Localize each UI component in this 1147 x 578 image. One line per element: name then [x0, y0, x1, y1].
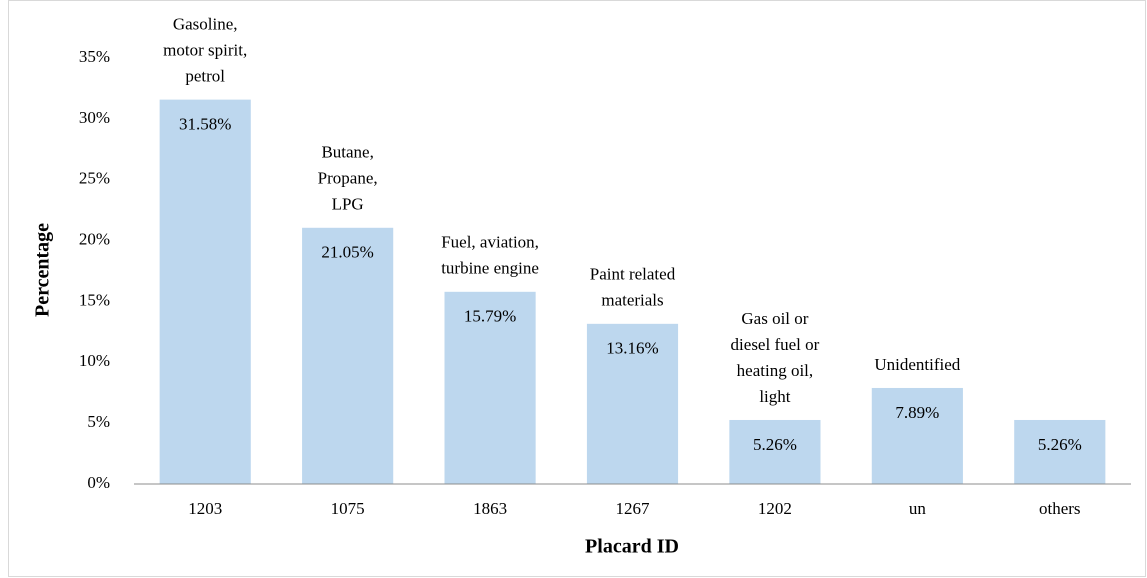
bar-annotation: Propane,	[318, 169, 378, 188]
bar-annotation: turbine engine	[441, 259, 539, 278]
x-tick-label: others	[1039, 499, 1081, 518]
y-axis-title: Percentage	[32, 223, 54, 317]
bar	[444, 291, 536, 484]
bar-annotation: heating oil,	[737, 361, 813, 380]
y-tick-label: 35%	[79, 47, 110, 66]
x-tick-label: 1202	[758, 499, 792, 518]
data-label: 7.89%	[895, 403, 939, 422]
bar-annotation: Butane,	[321, 143, 373, 162]
x-axis-title: Placard ID	[585, 536, 679, 558]
bar	[1014, 419, 1106, 484]
bar-annotation: Paint related	[590, 265, 676, 284]
x-tick-label: 1267	[616, 499, 651, 518]
x-tick-label: 1075	[331, 499, 365, 518]
bar-annotation: Gas oil or	[741, 309, 808, 328]
y-tick-label: 20%	[79, 229, 110, 248]
bar-annotation: motor spirit,	[163, 41, 247, 60]
y-tick-label: 5%	[87, 412, 110, 431]
data-label: 21.05%	[321, 243, 373, 262]
bar-annotation: Unidentified	[874, 355, 960, 374]
data-label: 13.16%	[606, 339, 658, 358]
bar-annotation: materials	[601, 291, 663, 310]
bar-annotation: Fuel, aviation,	[441, 233, 539, 252]
bar-annotation: Gasoline,	[173, 15, 238, 34]
x-tick-label: 1203	[188, 499, 222, 518]
data-label: 5.26%	[753, 435, 797, 454]
y-tick-label: 0%	[87, 473, 110, 492]
y-tick-label: 15%	[79, 290, 110, 309]
bar	[302, 227, 394, 484]
x-tick-label: 1863	[473, 499, 507, 518]
bar-annotation: diesel fuel or	[731, 335, 820, 354]
y-tick-label: 10%	[79, 351, 110, 370]
bar	[871, 387, 963, 484]
data-label: 31.58%	[179, 115, 231, 134]
y-tick-label: 30%	[79, 108, 110, 127]
bar-annotation: petrol	[185, 67, 225, 86]
x-tick-label: un	[909, 499, 927, 518]
y-tick-label: 25%	[79, 169, 110, 188]
bar-annotation: LPG	[332, 195, 364, 214]
bar	[159, 99, 251, 485]
bar	[586, 323, 679, 484]
bar-annotation: light	[759, 387, 790, 406]
data-label: 5.26%	[1038, 435, 1082, 454]
data-label: 15.79%	[464, 307, 516, 326]
bar	[729, 419, 821, 484]
